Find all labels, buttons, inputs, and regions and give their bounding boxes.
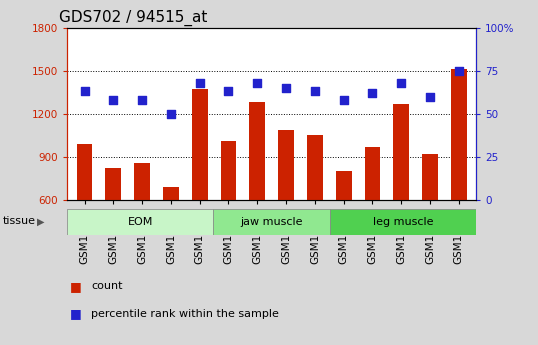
Text: percentile rank within the sample: percentile rank within the sample xyxy=(91,309,279,319)
Point xyxy=(195,80,204,86)
Text: ■: ■ xyxy=(70,280,82,293)
Bar xyxy=(393,104,409,200)
Bar xyxy=(105,168,121,200)
Point xyxy=(80,89,89,94)
Bar xyxy=(250,102,265,200)
Bar xyxy=(278,130,294,200)
Bar xyxy=(330,209,476,235)
Point xyxy=(109,97,118,103)
Point xyxy=(253,80,261,86)
Point xyxy=(310,89,319,94)
Bar xyxy=(422,154,438,200)
Text: tissue: tissue xyxy=(3,217,36,226)
Point xyxy=(224,89,233,94)
Text: ▶: ▶ xyxy=(37,217,44,226)
Point xyxy=(368,90,377,96)
Point xyxy=(138,97,146,103)
Point xyxy=(455,68,463,73)
Bar xyxy=(336,171,352,200)
Bar xyxy=(213,209,330,235)
Bar xyxy=(192,89,208,200)
Bar xyxy=(365,147,380,200)
Point xyxy=(282,85,291,91)
Text: ■: ■ xyxy=(70,307,82,321)
Bar xyxy=(134,163,150,200)
Bar xyxy=(163,187,179,200)
Point xyxy=(167,111,175,117)
Text: EOM: EOM xyxy=(128,217,153,227)
Bar xyxy=(67,209,213,235)
Bar xyxy=(221,141,236,200)
Point xyxy=(426,94,434,99)
Bar xyxy=(76,144,93,200)
Point xyxy=(339,97,348,103)
Text: leg muscle: leg muscle xyxy=(373,217,434,227)
Text: count: count xyxy=(91,282,123,291)
Text: GDS702 / 94515_at: GDS702 / 94515_at xyxy=(59,10,208,26)
Text: jaw muscle: jaw muscle xyxy=(240,217,303,227)
Point xyxy=(397,80,406,86)
Bar xyxy=(307,135,323,200)
Bar xyxy=(451,69,467,200)
